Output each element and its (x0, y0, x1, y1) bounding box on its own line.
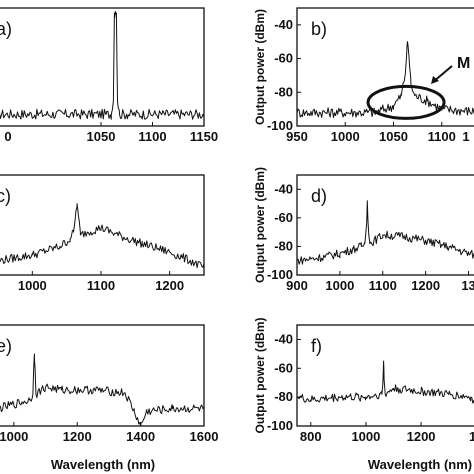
y-tick-label: -100 (267, 118, 293, 133)
x-tick-label: 1100 (87, 278, 115, 293)
x-tick-label: 1100 (369, 278, 397, 293)
panel-label: b) (311, 19, 327, 39)
plot-frame (296, 174, 474, 276)
panel-label: a) (0, 19, 12, 39)
panel-label: d) (311, 186, 327, 206)
x-tick-label: 800 (300, 429, 322, 444)
x-tick-label: 1000 (18, 278, 47, 293)
plot-frame (0, 324, 205, 427)
panel-label: f) (311, 336, 322, 356)
panel-label: c) (0, 186, 11, 206)
x-tick-label: 1100 (138, 129, 166, 144)
y-axis-label: Output power (dBm) (253, 167, 267, 283)
y-axis-label: Output power (dBm) (253, 318, 267, 434)
y-tick-label: -60 (274, 210, 293, 225)
x-tick-label: 1050 (87, 129, 116, 144)
y-tick-label: -40 (274, 17, 293, 32)
series-line (0, 10, 205, 120)
x-tick-label: 1000 (331, 129, 360, 144)
x-tick-label: 1600 (190, 429, 219, 444)
x-tick-label: 1100 (428, 129, 456, 144)
panel-5: 1000 1200 1400 1600 e) (0, 324, 219, 444)
plot-frame (0, 7, 205, 127)
y-tick-label: -60 (274, 51, 293, 66)
x-tick-label: 1200 (63, 429, 92, 444)
x-tick-label: 1 (462, 129, 469, 144)
x-tick-label: 900 (286, 278, 308, 293)
x-tick-label: 1000 (325, 278, 354, 293)
x-tick-label: 1000 (351, 429, 380, 444)
panel-1: 1050 1100 1150 0 a) (0, 7, 218, 144)
plot-frame (296, 324, 474, 427)
x-axis-label-left: Wavelength (nm) (51, 457, 155, 472)
x-tick-label: 14 (469, 429, 474, 444)
x-tick-label: 1200 (411, 278, 440, 293)
y-tick-label: -40 (274, 181, 293, 196)
series-line (296, 41, 474, 118)
y-tick-label: -80 (274, 238, 293, 253)
y-tick-label: -40 (274, 331, 293, 346)
series-line (0, 353, 205, 427)
arrow-head (431, 76, 439, 84)
x-tick-label: 13 (461, 278, 474, 293)
y-tick-label: -80 (274, 84, 293, 99)
y-tick-label: -60 (274, 360, 293, 375)
y-axis-label: Output power (dBm) (253, 9, 267, 125)
panel-3: 1000 1100 1200 c) (0, 174, 205, 293)
panel-label: e) (0, 336, 12, 356)
y-tick-label: -100 (267, 267, 293, 282)
series-line (0, 203, 205, 269)
series-line (296, 360, 474, 404)
x-tick-label: 1200 (407, 429, 436, 444)
x-tick-label: 1200 (155, 278, 184, 293)
annotation-label: M (457, 55, 470, 72)
x-tick-label: 1050 (379, 129, 408, 144)
series-line (296, 200, 474, 265)
y-tick-label: -100 (267, 418, 293, 433)
y-tick-label: -80 (274, 389, 293, 404)
x-tick-label: 1400 (126, 429, 155, 444)
x-tick-label: 950 (286, 129, 308, 144)
x-tick-label: 0 (4, 129, 11, 144)
x-tick-label: 1000 (0, 429, 28, 444)
x-tick-label: 1150 (190, 129, 218, 144)
highlight-ellipse (366, 84, 446, 120)
x-axis-label-right: Wavelength (nm) (368, 457, 472, 472)
